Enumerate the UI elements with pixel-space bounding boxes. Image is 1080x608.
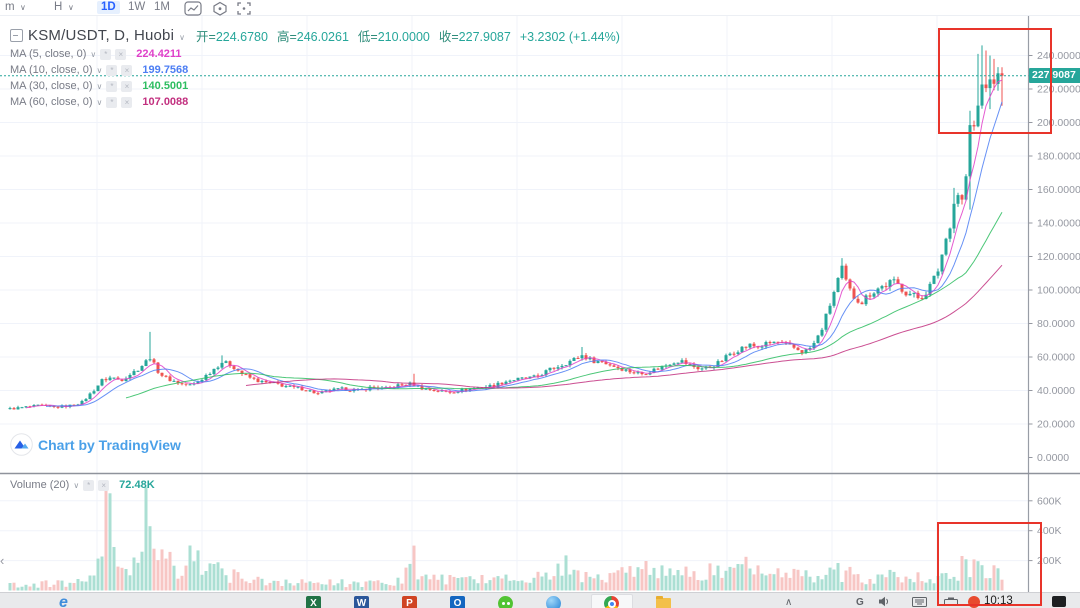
gear-icon[interactable]: * (106, 96, 118, 108)
internet-explorer-icon[interactable]: e (59, 594, 68, 608)
gear-icon[interactable]: * (106, 64, 118, 76)
word-icon[interactable]: W (354, 596, 369, 608)
change-value: +3.2302 (+1.44%) (519, 30, 620, 44)
svg-text:60.0000: 60.0000 (1037, 352, 1075, 364)
open-value: 224.6780 (215, 30, 268, 44)
open-label: 开= (196, 30, 216, 44)
symbol-legend: KSM/USDT, D, Huobi 开=224.6780 高=246.0261 低… (10, 27, 620, 44)
folder-icon[interactable] (656, 596, 671, 608)
ma-value: 199.7568 (142, 64, 189, 76)
svg-text:240.0000: 240.0000 (1037, 50, 1080, 62)
chevron-down-icon[interactable] (97, 96, 103, 108)
close-value: 227.9087 (458, 30, 511, 44)
terminal-tray-icon[interactable] (1052, 596, 1066, 607)
keyboard-icon[interactable] (912, 597, 927, 608)
chevron-down-icon[interactable]: ∨ (68, 3, 74, 12)
svg-text:120.0000: 120.0000 (1037, 251, 1080, 263)
ma10-legend-row: MA (10, close, 0) *× 199.7568 (10, 63, 188, 77)
ma5-legend-row: MA (5, close, 0) *× 224.4211 (10, 47, 182, 61)
interval-toolbar: m ∨ H ∨ 1D 1W 1M (0, 0, 1080, 16)
svg-text:220.0000: 220.0000 (1037, 84, 1080, 96)
ma-label: MA (60, close, 0) (10, 96, 93, 108)
close-icon[interactable]: × (98, 479, 110, 491)
close-icon[interactable]: × (121, 64, 133, 76)
low-value: 210.0000 (377, 30, 430, 44)
watermark-text: Chart by TradingView (38, 436, 181, 453)
volume-legend-row: Volume (20) *× 72.48K (10, 478, 155, 492)
chevron-down-icon[interactable] (90, 48, 96, 60)
close-icon[interactable]: × (115, 48, 127, 60)
interval-hours-button[interactable]: H (54, 1, 63, 13)
svg-text:20.0000: 20.0000 (1037, 419, 1075, 431)
close-icon[interactable]: × (121, 80, 133, 92)
chart-style-icon[interactable] (184, 1, 203, 20)
chevron-down-icon[interactable] (97, 80, 103, 92)
low-label: 低= (357, 30, 378, 44)
chevron-down-icon[interactable]: ∨ (20, 3, 26, 12)
ohlc-readout: 开=224.6780 高=246.0261 低=210.0000 收=227.9087… (196, 26, 620, 45)
gear-icon[interactable]: * (83, 479, 95, 491)
interval-minutes-button[interactable]: m (5, 1, 15, 13)
close-icon[interactable]: × (121, 96, 133, 108)
svg-text:200K: 200K (1037, 555, 1062, 567)
svg-text:160.0000: 160.0000 (1037, 184, 1080, 196)
ma-label: MA (10, close, 0) (10, 64, 93, 76)
ma-value: 107.0088 (142, 96, 189, 108)
svg-text:140.0000: 140.0000 (1037, 218, 1080, 230)
svg-text:200.0000: 200.0000 (1037, 117, 1080, 129)
screenshot-corners-icon[interactable] (236, 1, 252, 20)
ma-value: 140.5001 (142, 80, 189, 92)
chevron-down-icon[interactable] (179, 27, 185, 45)
powerpoint-icon[interactable]: P (402, 596, 417, 608)
interval-1w-button[interactable]: 1W (128, 1, 146, 13)
legend-collapse-icon[interactable] (10, 29, 23, 42)
interval-1m-button[interactable]: 1M (154, 1, 170, 13)
ma-label: MA (30, close, 0) (10, 80, 93, 92)
symbol-title[interactable]: KSM/USDT, D, Huobi (28, 27, 175, 44)
tradingview-watermark[interactable]: Chart by TradingView (10, 433, 181, 456)
interval-1d-button[interactable]: 1D (97, 1, 120, 14)
wechat-icon[interactable] (498, 596, 513, 608)
chevron-down-icon[interactable] (97, 64, 103, 76)
windows-taskbar: e X W P O ∧ G 10:13 (0, 592, 1080, 608)
chart-canvas[interactable]: 240.0000 220.0000 200.0000 180.0000 160.0000… (0, 0, 1080, 592)
tradingview-logo-icon (10, 433, 33, 456)
volume-value: 72.48K (119, 479, 155, 491)
tray-expand-icon[interactable]: ∧ (785, 597, 793, 608)
volume-label: Volume (20) (10, 479, 70, 491)
svg-text:40.0000: 40.0000 (1037, 385, 1075, 397)
close-label: 收= (438, 30, 459, 44)
chrome-icon[interactable] (604, 596, 619, 608)
gear-icon[interactable]: * (100, 48, 112, 60)
svg-text:600K: 600K (1037, 495, 1062, 507)
browser-app-icon[interactable] (546, 596, 561, 608)
tray-g-icon[interactable]: G (856, 597, 864, 608)
high-label: 高= (276, 30, 297, 44)
chevron-down-icon[interactable] (73, 479, 79, 491)
annotation-rect (937, 522, 1042, 606)
pane-collapse-chevron-icon[interactable]: ‹ (0, 553, 5, 568)
excel-icon[interactable]: X (306, 596, 321, 608)
svg-text:400K: 400K (1037, 525, 1062, 537)
outlook-icon[interactable]: O (450, 596, 465, 608)
high-value: 246.0261 (296, 30, 349, 44)
svg-text:80.0000: 80.0000 (1037, 318, 1075, 330)
ma60-legend-row: MA (60, close, 0) *× 107.0088 (10, 95, 188, 109)
gear-icon[interactable]: * (106, 80, 118, 92)
current-price-label: 227.9087 (1029, 68, 1080, 83)
indicator-hexagon-icon[interactable] (212, 1, 228, 20)
annotation-rect (938, 28, 1052, 134)
ma-value: 224.4211 (136, 48, 182, 60)
svg-text:180.0000: 180.0000 (1037, 151, 1080, 163)
svg-text:0.0000: 0.0000 (1037, 452, 1069, 464)
svg-text:100.0000: 100.0000 (1037, 285, 1080, 297)
ma30-legend-row: MA (30, close, 0) *× 140.5001 (10, 79, 188, 93)
ma-label: MA (5, close, 0) (10, 48, 87, 60)
speaker-icon[interactable] (878, 596, 890, 608)
